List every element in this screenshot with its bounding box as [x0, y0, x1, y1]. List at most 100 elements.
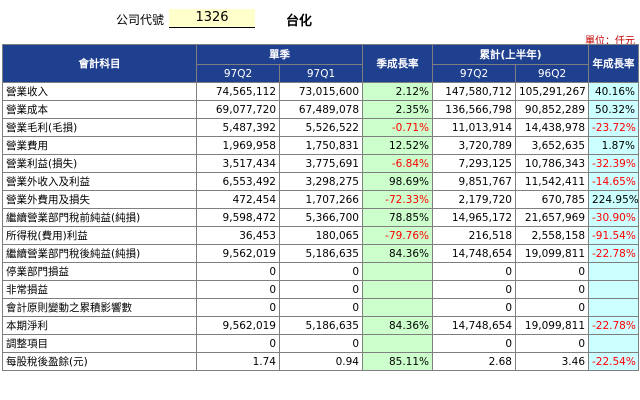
cell-q-cur: 9,562,019	[196, 316, 280, 335]
cell-cum-cur: 136,566,798	[432, 100, 516, 119]
cell-yoy: -30.90%	[588, 208, 640, 227]
cell-yoy: -22.78%	[588, 244, 640, 263]
cell-cum-cur: 0	[432, 262, 516, 281]
row-label: 停業部門損益	[2, 262, 197, 281]
cell-qoq: -6.84%	[362, 154, 433, 173]
cell-cum-cur: 0	[432, 334, 516, 353]
table-row: 繼續營業部門稅前純益(純損) 9,598,472 5,366,700 78.85% 14…	[2, 208, 640, 227]
company-code-value: 1326	[169, 9, 255, 28]
header-yoy: 年成長率	[588, 44, 640, 83]
table-row: 營業收入 74,565,112 73,015,600 2.12% 147,580,712…	[2, 82, 640, 101]
cell-cum-prev: 19,099,811	[514, 244, 590, 263]
cell-q-prev: 180,065	[279, 226, 363, 245]
cell-qoq: 12.52%	[362, 136, 433, 155]
cell-q-cur: 0	[196, 334, 280, 353]
cell-q-prev: 67,489,078	[279, 100, 363, 119]
cell-q-cur: 9,598,472	[196, 208, 280, 227]
cell-q-cur: 69,077,720	[196, 100, 280, 119]
cell-qoq: 84.36%	[362, 244, 433, 263]
cell-qoq	[362, 298, 433, 317]
cell-q-prev: 5,526,522	[279, 118, 363, 137]
cell-qoq: -0.71%	[362, 118, 433, 137]
table-body: 營業收入 74,565,112 73,015,600 2.12% 147,580,712…	[2, 82, 640, 371]
cell-q-cur: 0	[196, 298, 280, 317]
header-q-cur: 97Q2	[196, 64, 280, 83]
cell-q-prev: 73,015,600	[279, 82, 363, 101]
cell-yoy: -91.54%	[588, 226, 640, 245]
cell-q-prev: 0	[279, 280, 363, 299]
cell-cum-cur: 0	[432, 298, 516, 317]
cell-cum-cur: 3,720,789	[432, 136, 516, 155]
cell-cum-prev: 3.46	[514, 352, 590, 371]
cell-qoq: 2.12%	[362, 82, 433, 101]
cell-cum-cur: 11,013,914	[432, 118, 516, 137]
header-q-prev: 97Q1	[279, 64, 363, 83]
cell-cum-prev: 0	[514, 280, 590, 299]
cell-qoq	[362, 334, 433, 353]
cell-q-prev: 5,366,700	[279, 208, 363, 227]
cell-q-prev: 1,750,831	[279, 136, 363, 155]
cell-cum-cur: 0	[432, 280, 516, 299]
cell-yoy	[588, 280, 640, 299]
header-item: 會計科目	[2, 44, 197, 83]
cell-qoq: 85.11%	[362, 352, 433, 371]
cell-q-prev: 3,775,691	[279, 154, 363, 173]
cell-qoq: 84.36%	[362, 316, 433, 335]
table-row: 營業外費用及損失 472,454 1,707,266 -72.33% 2,179,720…	[2, 190, 640, 209]
cell-qoq: 98.69%	[362, 172, 433, 191]
cell-yoy: -22.54%	[588, 352, 640, 371]
row-label: 營業利益(損失)	[2, 154, 197, 173]
cell-cum-prev: 10,786,343	[514, 154, 590, 173]
cell-q-cur: 6,553,492	[196, 172, 280, 191]
company-code-label: 公司代號	[116, 13, 165, 27]
table-row: 本期淨利 9,562,019 5,186,635 84.36% 14,748,654 19…	[2, 316, 640, 335]
table-row: 非常損益 0 0 0 0	[2, 280, 640, 299]
cell-cum-prev: 670,785	[514, 190, 590, 209]
cell-q-prev: 5,186,635	[279, 316, 363, 335]
cell-cum-prev: 105,291,267	[514, 82, 590, 101]
cell-cum-prev: 90,852,289	[514, 100, 590, 119]
company-header: 公司代號 1326 台化	[0, 9, 640, 29]
cell-q-cur: 1,969,958	[196, 136, 280, 155]
cell-qoq: -72.33%	[362, 190, 433, 209]
cell-q-cur: 3,517,434	[196, 154, 280, 173]
cell-cum-cur: 216,518	[432, 226, 516, 245]
cell-qoq: 78.85%	[362, 208, 433, 227]
table-row: 營業費用 1,969,958 1,750,831 12.52% 3,720,789 3,6…	[2, 136, 640, 155]
row-label: 非常損益	[2, 280, 197, 299]
unit-label: 單位：仟元	[585, 36, 635, 47]
cell-cum-prev: 0	[514, 262, 590, 281]
cell-q-cur: 5,487,392	[196, 118, 280, 137]
cell-q-cur: 9,562,019	[196, 244, 280, 263]
cell-q-prev: 0	[279, 334, 363, 353]
cell-yoy: 40.16%	[588, 82, 640, 101]
cell-q-cur: 0	[196, 280, 280, 299]
row-label: 營業費用	[2, 136, 197, 155]
row-label: 營業收入	[2, 82, 197, 101]
table-row: 停業部門損益 0 0 0 0	[2, 262, 640, 281]
cell-q-prev: 0.94	[279, 352, 363, 371]
header-cum-cur: 97Q2	[432, 64, 516, 83]
company-name: 台化	[286, 14, 313, 29]
row-label: 營業外收入及利益	[2, 172, 197, 191]
cell-yoy: -23.72%	[588, 118, 640, 137]
cell-cum-cur: 2.68	[432, 352, 516, 371]
cell-cum-cur: 7,293,125	[432, 154, 516, 173]
cell-q-cur: 0	[196, 262, 280, 281]
cell-q-prev: 3,298,275	[279, 172, 363, 191]
cell-cum-prev: 11,542,411	[514, 172, 590, 191]
cell-cum-prev: 0	[514, 298, 590, 317]
cell-cum-cur: 14,748,654	[432, 316, 516, 335]
header-qoq: 季成長率	[362, 44, 433, 83]
cell-yoy: -22.78%	[588, 316, 640, 335]
header-quarter-group: 單季	[196, 44, 363, 65]
table-row: 營業毛利(毛損) 5,487,392 5,526,522 -0.71% 11,013,9…	[2, 118, 640, 137]
row-label: 所得稅(費用)利益	[2, 226, 197, 245]
cell-cum-cur: 14,748,654	[432, 244, 516, 263]
cell-cum-prev: 3,652,635	[514, 136, 590, 155]
cell-yoy	[588, 298, 640, 317]
cell-q-prev: 1,707,266	[279, 190, 363, 209]
cell-yoy: 50.32%	[588, 100, 640, 119]
cell-q-prev: 5,186,635	[279, 244, 363, 263]
cell-cum-cur: 2,179,720	[432, 190, 516, 209]
